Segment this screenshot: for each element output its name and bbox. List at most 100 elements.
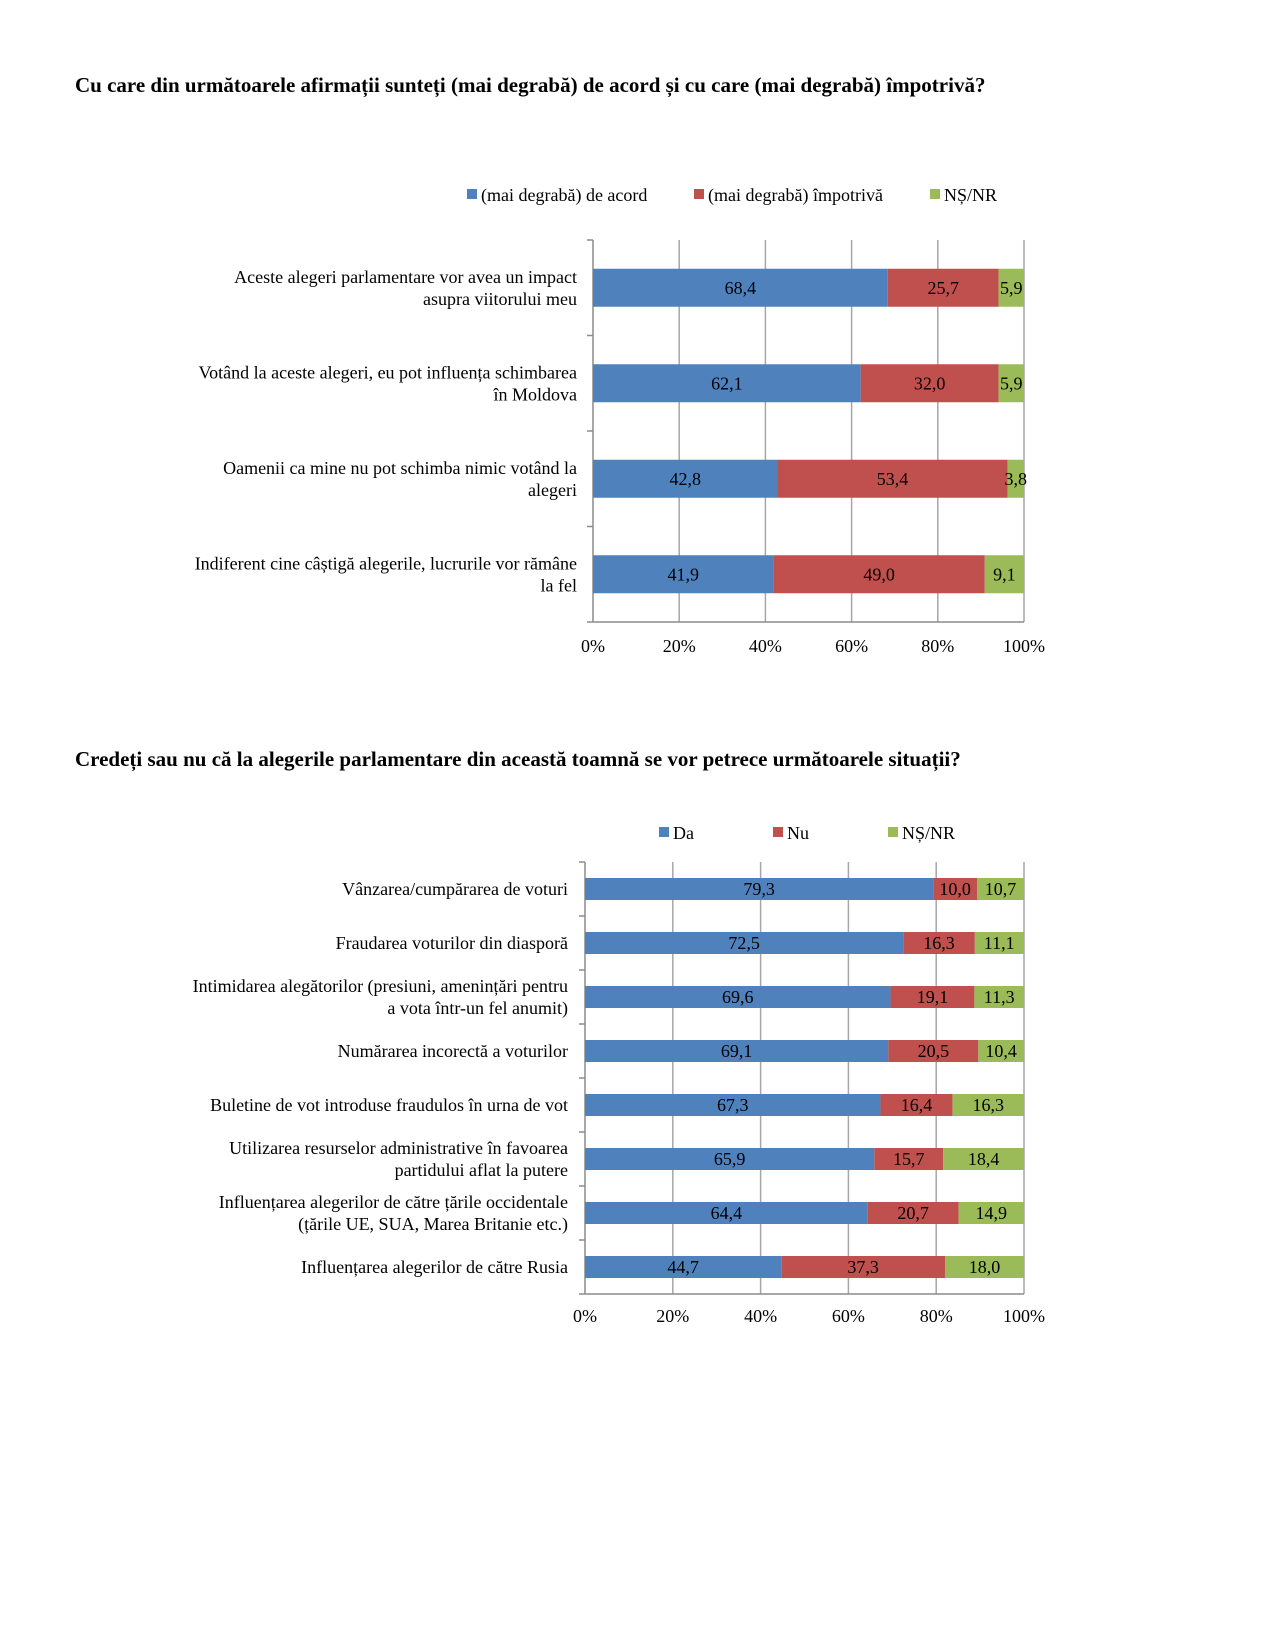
data-label: 19,1 (917, 987, 949, 1007)
x-tick-label: 100% (1003, 636, 1045, 656)
legend-swatch-0 (659, 827, 669, 837)
data-label: 11,3 (984, 987, 1015, 1007)
category-label: Utilizarea resurselor administrative în … (229, 1138, 568, 1158)
legend-label: NȘ/NR (902, 823, 955, 843)
bar-segment-1 (867, 1202, 959, 1224)
category-label: Fraudarea voturilor din diasporă (336, 933, 568, 953)
bar-segment-2 (984, 555, 1024, 594)
x-tick-label: 80% (921, 636, 954, 656)
category-label: Aceste alegeri parlamentare vor avea un … (234, 267, 577, 287)
bar-segment-2 (1007, 459, 1024, 498)
bar-segment-0 (585, 1148, 875, 1170)
legend-label: NȘ/NR (944, 185, 997, 205)
x-tick-label: 60% (835, 636, 868, 656)
data-label: 42,8 (669, 469, 701, 489)
bar-segment-2 (998, 268, 1024, 307)
data-label: 49,0 (863, 564, 895, 584)
x-tick-label: 0% (581, 636, 605, 656)
bar-segment-2 (977, 878, 1024, 900)
data-label: 18,0 (969, 1257, 1001, 1277)
data-label: 16,3 (923, 933, 955, 953)
category-label: Oamenii ca mine nu pot schimba nimic vot… (223, 458, 577, 478)
bar-segment-0 (585, 1094, 881, 1116)
category-label: Influențarea alegerilor de către Rusia (301, 1257, 568, 1277)
bar-segment-0 (585, 878, 934, 900)
category-label: (țările UE, SUA, Marea Britanie etc.) (298, 1214, 568, 1235)
legend-swatch-2 (888, 827, 898, 837)
data-label: 15,7 (893, 1149, 925, 1169)
data-label: 79,3 (743, 879, 775, 899)
data-label: 62,1 (711, 373, 743, 393)
data-label: 3,8 (1005, 469, 1028, 489)
data-label: 37,3 (847, 1257, 879, 1277)
bar-segment-0 (585, 1040, 889, 1062)
bar-segment-0 (585, 986, 891, 1008)
data-label: 18,4 (968, 1149, 1000, 1169)
legend-swatch-2 (930, 189, 940, 199)
bar-segment-1 (887, 268, 999, 307)
data-label: 5,9 (1000, 278, 1023, 298)
bar-segment-1 (777, 459, 1008, 498)
bar-segment-0 (585, 1256, 782, 1278)
bar-segment-1 (860, 364, 999, 403)
data-label: 41,9 (668, 564, 700, 584)
legend-swatch-0 (467, 189, 477, 199)
legend-swatch-1 (694, 189, 704, 199)
bar-segment-2 (974, 932, 1024, 954)
category-label: Vânzarea/cumpărarea de voturi (342, 879, 568, 899)
data-label: 10,4 (985, 1041, 1017, 1061)
data-label: 10,7 (985, 879, 1017, 899)
data-label: 20,7 (897, 1203, 929, 1223)
category-label: Buletine de vot introduse fraudulos în u… (210, 1095, 568, 1115)
x-tick-label: 80% (920, 1306, 953, 1326)
category-label: alegeri (528, 480, 577, 500)
category-label: Indiferent cine câștigă alegerile, lucru… (195, 553, 577, 573)
bar-segment-0 (593, 555, 774, 594)
category-label: Votând la aceste alegeri, eu pot influen… (198, 362, 577, 382)
category-label: Influențarea alegerilor de către țările … (219, 1192, 568, 1212)
category-label: asupra viitorului meu (423, 289, 577, 309)
x-tick-label: 40% (749, 636, 782, 656)
chart-1-title: Cu care din următoarele afirmații sunteț… (75, 73, 986, 97)
bar-segment-1 (773, 555, 985, 594)
category-label: partidului aflat la putere (395, 1160, 568, 1180)
data-label: 16,4 (901, 1095, 933, 1115)
category-label: Numărarea incorectă a voturilor (338, 1041, 568, 1061)
bar-segment-1 (903, 932, 975, 954)
bar-segment-0 (585, 1202, 868, 1224)
bar-segment-0 (593, 364, 861, 403)
x-tick-label: 60% (832, 1306, 865, 1326)
x-tick-label: 40% (744, 1306, 777, 1326)
data-label: 69,1 (721, 1041, 753, 1061)
bar-segment-1 (874, 1148, 944, 1170)
data-label: 32,0 (914, 373, 946, 393)
legend-label: Da (673, 823, 694, 843)
x-tick-label: 20% (656, 1306, 689, 1326)
chart-2-title: Credeți sau nu că la alegerile parlament… (75, 747, 961, 771)
bar-segment-2 (944, 1256, 1024, 1278)
data-label: 5,9 (1000, 373, 1023, 393)
category-label: a vota într-un fel anumit) (387, 998, 568, 1019)
data-label: 53,4 (877, 469, 909, 489)
bar-segment-0 (585, 932, 904, 954)
legend-swatch-1 (773, 827, 783, 837)
bar-segment-2 (998, 364, 1024, 403)
bar-segment-2 (952, 1094, 1024, 1116)
bar-segment-2 (978, 1040, 1024, 1062)
data-label: 11,1 (984, 933, 1015, 953)
x-tick-label: 0% (573, 1306, 597, 1326)
bar-segment-1 (781, 1256, 945, 1278)
category-label: la fel (541, 575, 577, 595)
data-label: 72,5 (728, 933, 760, 953)
category-label: Intimidarea alegătorilor (presiuni, amen… (193, 976, 568, 997)
data-label: 68,4 (725, 278, 757, 298)
data-label: 16,3 (972, 1095, 1004, 1115)
x-tick-label: 100% (1003, 1306, 1045, 1326)
legend-label: (mai degrabă) de acord (481, 185, 647, 206)
category-label: în Moldova (493, 384, 578, 404)
bar-segment-2 (958, 1202, 1024, 1224)
data-label: 14,9 (976, 1203, 1008, 1223)
bar-segment-2 (974, 986, 1024, 1008)
bar-segment-1 (888, 1040, 979, 1062)
bar-segment-0 (593, 268, 888, 307)
